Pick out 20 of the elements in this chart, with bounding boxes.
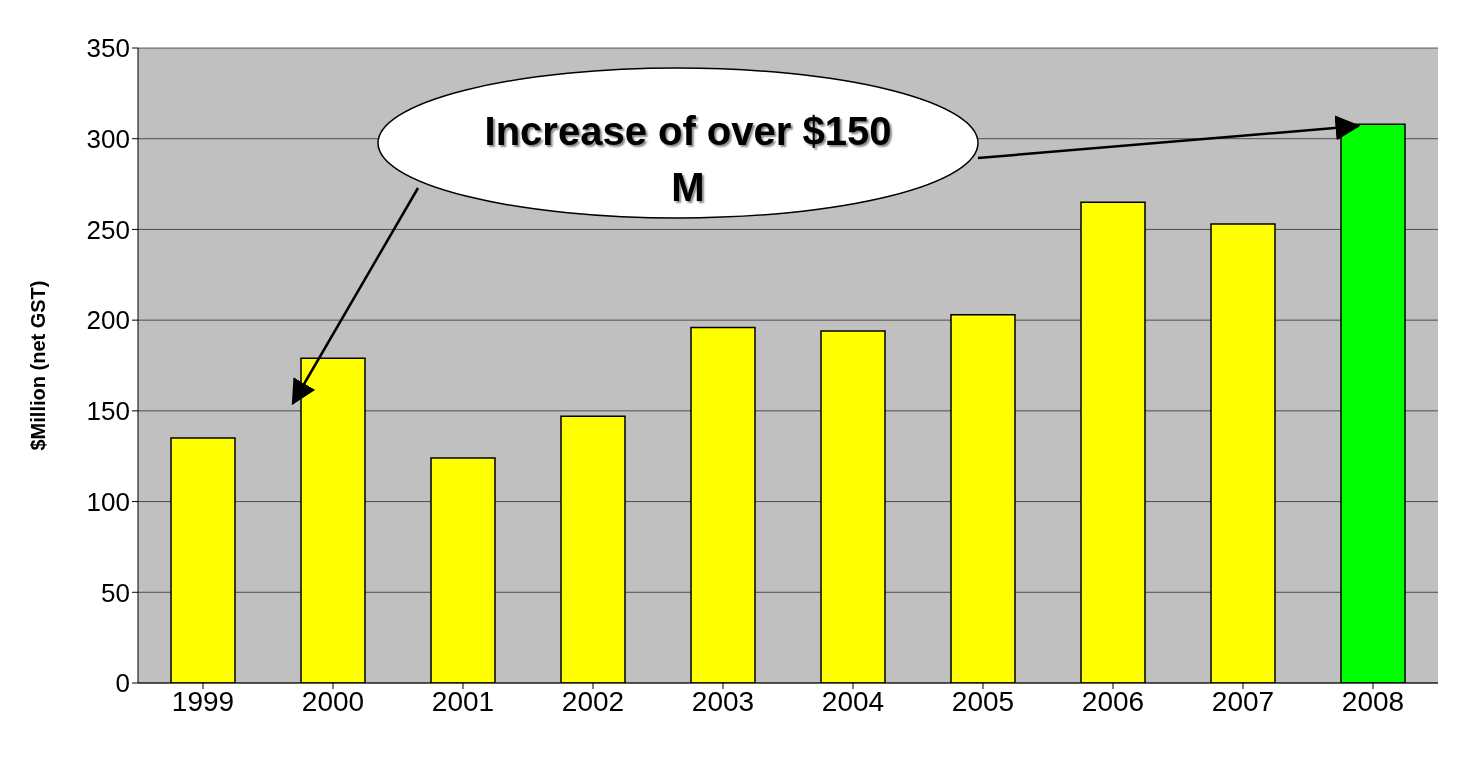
y-tick-label: 150	[86, 396, 130, 427]
x-tick-label: 2000	[301, 685, 365, 717]
y-tick-label: 300	[86, 123, 130, 154]
y-tick-label: 350	[86, 33, 130, 64]
y-tick-label: 200	[86, 305, 130, 336]
y-tick-label: 50	[101, 577, 130, 608]
y-tick-label: 0	[115, 668, 130, 699]
x-tick-label: 2008	[1341, 685, 1405, 717]
x-tick-label: 2004	[821, 685, 885, 717]
y-tick-label: 100	[86, 486, 130, 517]
y-tick-label: 250	[86, 214, 130, 245]
x-tick-label: 2007	[1211, 685, 1275, 717]
x-tick-label: 2006	[1081, 685, 1145, 717]
annotation: Increase of over $150 M	[483, 108, 893, 211]
x-tick-label: 2003	[691, 685, 755, 717]
x-tick-label: 2005	[951, 685, 1015, 717]
x-tick-label: 2002	[561, 685, 625, 717]
x-tick-label: 1999	[171, 685, 235, 717]
y-axis-title: $Million (net GST)	[27, 280, 50, 451]
x-tick-label: 2001	[431, 685, 495, 717]
